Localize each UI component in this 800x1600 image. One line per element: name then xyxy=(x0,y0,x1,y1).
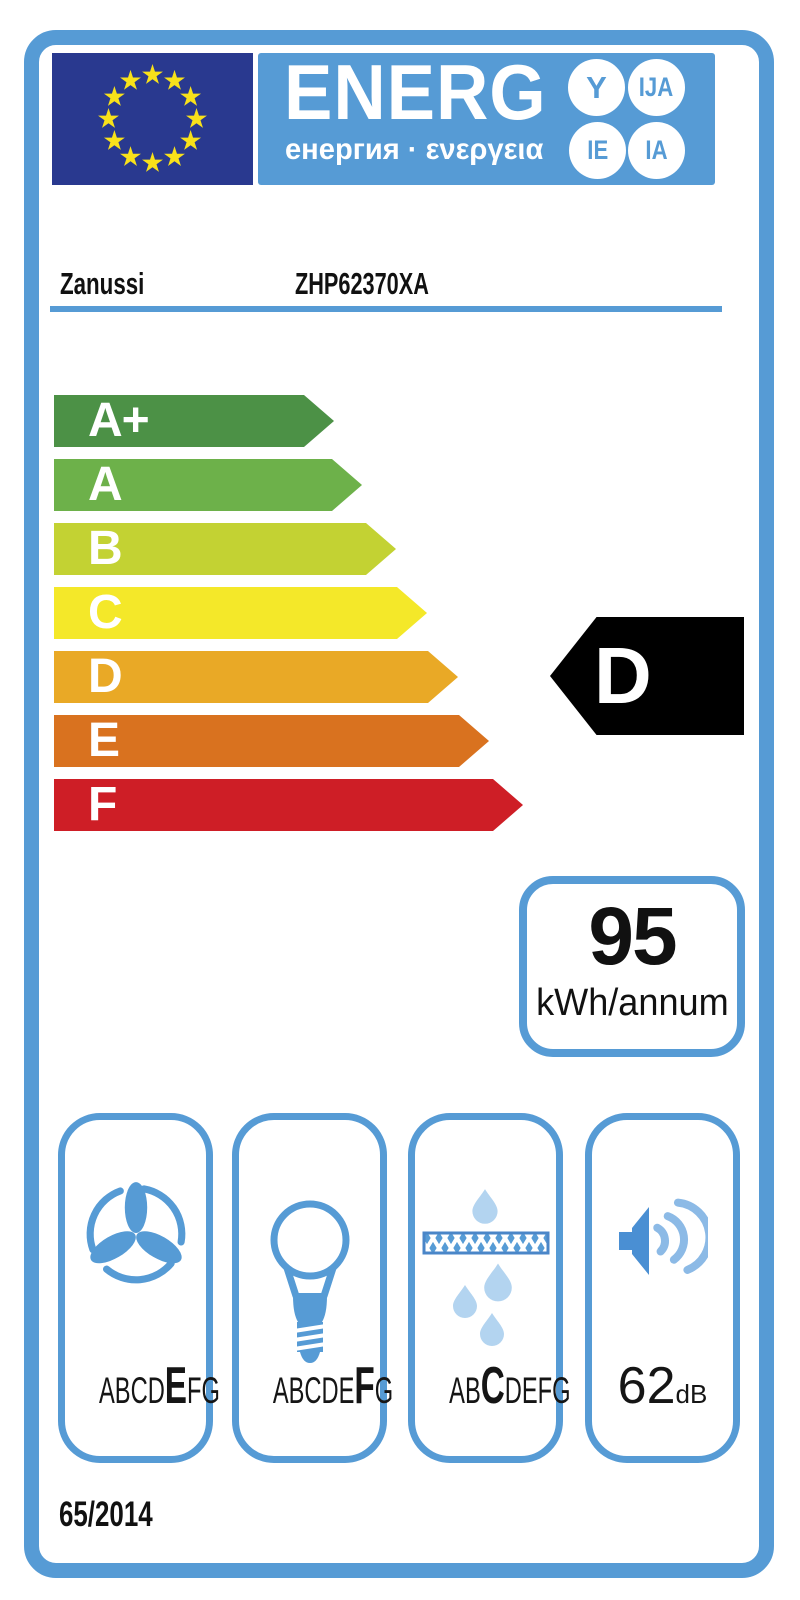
fan-grade-highlight: E xyxy=(164,1357,188,1415)
rating-bar-label: F xyxy=(88,778,117,831)
rating-bar-a-plus: A+ xyxy=(54,395,334,447)
eu-flag-stars xyxy=(98,64,207,172)
grease-filter-icon xyxy=(422,1189,549,1346)
rating-bar-a: A xyxy=(54,459,362,511)
fan-icon xyxy=(86,1182,185,1284)
noise-value: 62 xyxy=(617,1357,676,1415)
metric-box-lighting: ABCDEFG xyxy=(232,1113,394,1463)
rating-bar-label: A xyxy=(88,458,122,511)
model-number: ZHP62370XA xyxy=(295,266,429,301)
rating-bar-c: C xyxy=(54,587,427,639)
rating-bar-label: C xyxy=(88,586,122,639)
rating-bar-b: B xyxy=(54,523,396,575)
fan-efficiency-grade: ABCDEFG xyxy=(99,1357,220,1415)
bulb-icon xyxy=(270,1200,349,1363)
lang-circle-ija: IJA xyxy=(628,59,685,116)
lang-circle-ia: IA xyxy=(628,122,685,179)
annual-energy-box: 95 kWh/annum xyxy=(519,876,745,1057)
rating-bar-d: D xyxy=(54,651,458,703)
selected-rating-arrow: D xyxy=(550,617,744,735)
regulation-reference: 65/2014 xyxy=(59,1495,153,1534)
filter-grade-highlight: C xyxy=(480,1357,505,1415)
eu-flag xyxy=(52,53,253,185)
energy-label: ENERG енергия · ενεργεια Y IJA IE IA Zan… xyxy=(24,30,774,1578)
noise-unit: dB xyxy=(675,1379,708,1409)
grease-filter-grade: ABCDEFG xyxy=(449,1357,571,1415)
header-band: ENERG енергия · ενεργεια Y IJA IE IA xyxy=(258,53,715,185)
energ-title: ENERG xyxy=(284,48,547,136)
divider xyxy=(50,306,722,312)
lang-circle-y: Y xyxy=(568,59,625,116)
annual-energy-unit: kWh/annum xyxy=(535,982,729,1024)
metric-box-grease-filter: ABCDEFG xyxy=(408,1113,571,1463)
lighting-efficiency-grade: ABCDEFG xyxy=(272,1357,394,1415)
rating-bar-e: E xyxy=(54,715,489,767)
selected-rating-label: D xyxy=(594,631,652,720)
lighting-grade-highlight: F xyxy=(354,1357,375,1415)
noise-icon xyxy=(618,1198,708,1275)
brand-name: Zanussi xyxy=(60,266,145,301)
metric-box-noise: 62dB xyxy=(585,1113,740,1463)
metric-box-fan: ABCDEFG xyxy=(58,1113,220,1463)
energ-subtitle: енергия · ενεργεια xyxy=(285,133,544,166)
rating-bar-f: F xyxy=(54,779,523,831)
lang-circle-ie: IE xyxy=(569,122,626,179)
rating-bar-label: B xyxy=(88,522,122,575)
rating-bar-label: A+ xyxy=(88,394,149,447)
noise-value-text: 62dB xyxy=(592,1356,733,1416)
rating-bar-label: D xyxy=(88,650,122,703)
annual-energy-value: 95 xyxy=(588,891,677,982)
rating-bar-label: E xyxy=(88,714,120,767)
